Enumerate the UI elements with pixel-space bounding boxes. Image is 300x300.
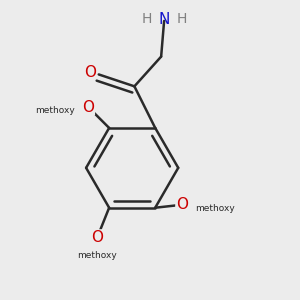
Text: H: H [177,12,187,26]
Text: O: O [82,100,94,115]
Text: N: N [158,12,170,27]
Text: H: H [141,12,152,26]
Text: methoxy: methoxy [195,204,235,213]
Text: O: O [176,197,188,212]
Text: methoxy: methoxy [35,106,75,115]
Text: O: O [91,230,103,245]
Text: O: O [84,65,96,80]
Text: methoxy: methoxy [77,251,117,260]
